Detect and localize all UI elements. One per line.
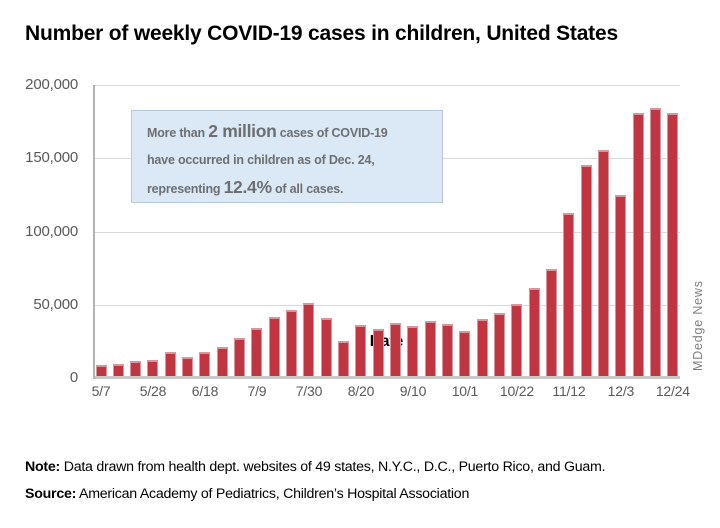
- watermark-mdedge-news: MDedge News: [691, 280, 705, 371]
- x-axis-tick-label: 5/28: [139, 383, 167, 399]
- annotation-segment: cases of COVID-19: [276, 126, 388, 140]
- bar: [251, 328, 263, 378]
- page-title: Number of weekly COVID-19 cases in child…: [25, 22, 618, 45]
- x-axis-line: [93, 376, 680, 379]
- bar: [459, 330, 471, 378]
- source-line: Source: American Academy of Pediatrics, …: [25, 486, 469, 502]
- x-axis-tick-label: 5/7: [91, 383, 111, 399]
- source-label: Source:: [25, 486, 77, 502]
- bar: [372, 329, 384, 378]
- bar: [199, 351, 211, 378]
- x-axis-tick-label: 8/20: [347, 383, 375, 399]
- x-axis-tick-label: 10/1: [451, 383, 479, 399]
- annotation-segment: of all cases.: [271, 182, 344, 196]
- x-axis-tick-label: 6/18: [191, 383, 219, 399]
- x-axis-tick-label: 11/12: [552, 383, 586, 399]
- x-axis-tick-label: 12/3: [607, 383, 635, 399]
- bar: [632, 112, 644, 378]
- bar: [303, 303, 315, 378]
- bar-chart: 0 50,000 100,000 150,000 200,000 5/7 5/28 6/18…: [0, 76, 720, 425]
- bar: [442, 323, 454, 378]
- bar: [182, 357, 194, 378]
- bar: [580, 164, 592, 378]
- gridline: [93, 85, 680, 86]
- bar: [424, 321, 436, 378]
- bar: [130, 361, 142, 378]
- x-axis-tick-label: 12/24: [655, 383, 690, 399]
- note-line: Note: Data drawn from health dept. websi…: [25, 459, 606, 475]
- bar: [494, 313, 506, 378]
- bar: [338, 340, 350, 378]
- bar: [650, 107, 662, 378]
- annotation-emphasis: 2 million: [208, 121, 277, 141]
- x-axis-title: Date: [369, 333, 404, 350]
- y-axis-tick-label: 50,000: [33, 295, 78, 313]
- bar: [320, 317, 332, 378]
- bar: [546, 269, 558, 378]
- bar: [476, 319, 488, 378]
- y-axis-tick-label: 150,000: [25, 149, 78, 167]
- bar: [234, 338, 246, 378]
- y-axis-tick-label: 100,000: [25, 222, 78, 240]
- y-axis-tick-label: 200,000: [25, 76, 78, 93]
- bar: [268, 317, 280, 378]
- bar: [615, 195, 627, 378]
- bar: [112, 364, 124, 378]
- bar: [216, 346, 228, 378]
- bar: [511, 304, 523, 378]
- plot-area: [93, 85, 680, 379]
- gridline: [93, 231, 680, 233]
- bar: [563, 212, 575, 378]
- bar: [598, 150, 610, 378]
- annotation-segment: have occurred in children as of Dec. 24,: [147, 153, 375, 167]
- x-axis-labels: 5/7 5/28 6/18 7/9 7/30 8/20 9/10 10/1 10/22 11/12…: [92, 383, 691, 401]
- bar: [286, 310, 298, 378]
- y-axis-line: [93, 85, 95, 379]
- x-axis-tick-label: 10/22: [499, 383, 534, 399]
- y-axis-tick-label: 0: [69, 369, 78, 386]
- annotation-box: More than 2 million cases of COVID-19 hav…: [131, 110, 443, 203]
- x-axis-tick-label: 9/10: [399, 383, 427, 399]
- bar: [390, 323, 402, 378]
- source-text: American Academy of Pediatrics, Children…: [76, 486, 470, 502]
- x-axis-tick-label: 7/30: [295, 383, 323, 399]
- bar: [355, 324, 367, 378]
- bar: [164, 352, 176, 378]
- note-text: Data drawn from health dept. websites of…: [60, 459, 606, 475]
- y-axis-labels: 0 50,000 100,000 150,000 200,000: [0, 76, 85, 386]
- annotation-segment: representing: [147, 182, 224, 196]
- bar: [95, 364, 107, 378]
- bar: [407, 325, 419, 378]
- bar: [528, 287, 540, 378]
- note-label: Note:: [25, 459, 61, 475]
- gridline: [93, 304, 680, 306]
- bar: [147, 359, 159, 378]
- x-axis-tick-label: 7/9: [247, 383, 267, 399]
- annotation-emphasis: 12.4%: [223, 177, 272, 197]
- annotation-segment: More than: [147, 126, 209, 140]
- bar: [667, 112, 679, 378]
- annotation-text: More than 2 million cases of COVID-19 hav…: [147, 121, 388, 197]
